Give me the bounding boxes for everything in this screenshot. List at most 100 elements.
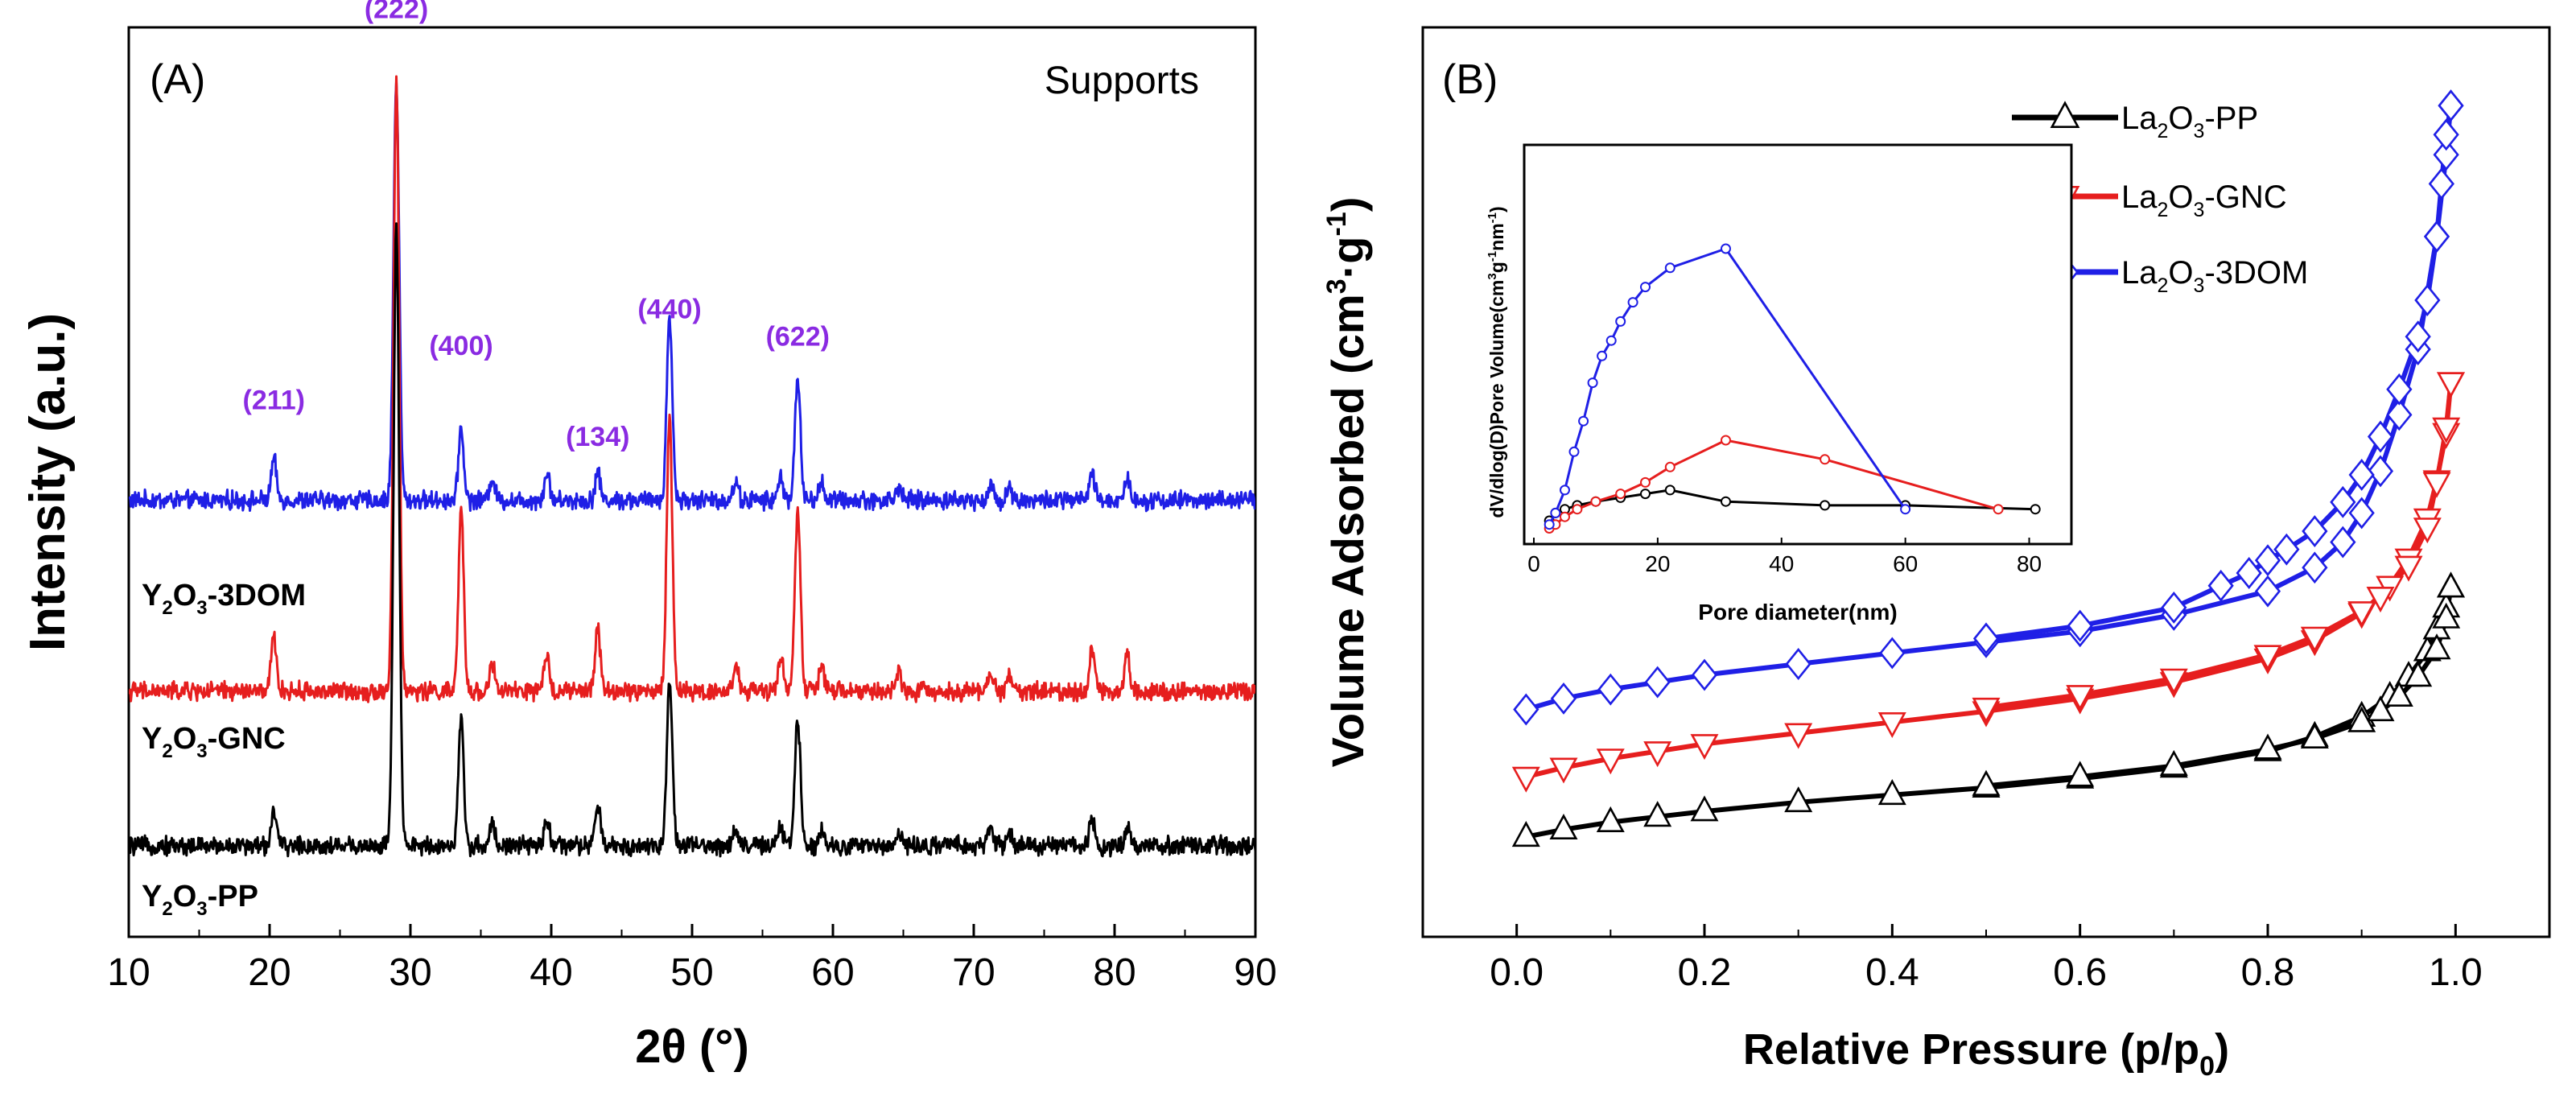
- adsorption-point-la2o3-gnc: [1643, 741, 1672, 768]
- inset-point-la2o3-gnc: [1615, 489, 1626, 500]
- desorption-point-la2o3-3dom: [2367, 420, 2394, 453]
- desorption-point-la2o3-gnc: [2159, 668, 2188, 695]
- inset-point-la2o3-3dom: [1550, 507, 1561, 518]
- panel-a-x-tick-label: 80: [1093, 951, 1136, 994]
- peak-label-134: (134): [566, 422, 629, 452]
- desorption-point-la2o3-gnc: [2394, 555, 2423, 582]
- legend-label-la2o3-3dom: La2O3-3DOM: [2121, 255, 2308, 297]
- inset-point-la2o3-3dom: [1627, 297, 1638, 308]
- desorption-point-la2o3-gnc: [2422, 472, 2451, 498]
- inset-point-la2o3-pp: [1820, 500, 1831, 511]
- panel-b-y-label-tail: ): [1322, 197, 1373, 212]
- desorption-point-la2o3-3dom: [2330, 485, 2356, 518]
- inset-point-la2o3-3dom: [1587, 377, 1598, 389]
- panel-b-x-ticks: 0.0 0.2 0.4 0.6 0.8 1.0: [1422, 924, 2550, 994]
- legend-label-la2o3-gnc: La2O3-GNC: [2121, 179, 2287, 221]
- panel-a-x-tick-label: 10: [107, 951, 150, 994]
- adsorption-point-la2o3-pp: [1596, 806, 1625, 832]
- panel-b-y-label-main: Volume Adsorbed (cm: [1322, 294, 1373, 767]
- adsorption-point-la2o3-3dom: [2433, 138, 2459, 171]
- desorption-line-la2o3-pp: [1985, 587, 2454, 789]
- inset-x-tick-label: 40: [1769, 551, 1794, 576]
- inset-point-la2o3-gnc: [1560, 511, 1570, 522]
- panel-b-x-label-tail: ): [2215, 1025, 2229, 1074]
- desorption-point-la2o3-3dom: [2414, 284, 2441, 316]
- inset-point-la2o3-3dom: [1568, 446, 1580, 457]
- desorption-point-la2o3-3dom: [2161, 592, 2187, 624]
- desorption-point-la2o3-3dom: [2236, 557, 2262, 589]
- desorption-point-la2o3-pp: [2066, 761, 2095, 787]
- inset-y-label-main: dV/dlog(D)Pore Volume(cm: [1486, 280, 1507, 518]
- panel-b-inset: 0 20 40 60 80 Pore diameter(nm) dV/dlog(D)Po…: [1486, 143, 2073, 625]
- panel-a-corner-text: Supports: [1045, 60, 1199, 102]
- inset-y-label-sup2: -1: [1486, 251, 1499, 262]
- panel-b-x-tick-label: 0.4: [1865, 951, 1919, 994]
- panel-a-x-axis-label: 2θ (°): [635, 1021, 749, 1073]
- desorption-point-la2o3-pp: [2432, 602, 2461, 629]
- desorption-point-la2o3-gnc: [2066, 685, 2095, 711]
- panel-b-x-tick-label: 0.8: [2241, 951, 2295, 994]
- peak-label-440: (440): [637, 295, 701, 325]
- desorption-point-la2o3-gnc: [2347, 601, 2376, 628]
- adsorption-point-la2o3-3dom: [1513, 693, 1539, 726]
- series-label-y2o3-gnc: Y2O3-GNC: [142, 722, 286, 762]
- adsorption-point-la2o3-pp: [1549, 813, 1578, 839]
- desorption-point-la2o3-gnc: [2413, 518, 2442, 544]
- inset-point-la2o3-3dom: [1664, 262, 1675, 274]
- adsorption-point-la2o3-3dom: [2348, 497, 2375, 530]
- inset-point-la2o3-3dom: [1560, 485, 1570, 496]
- panel-b-isotherm: (B) 0.0 0.2 0.4 0.6 0.8 1.0 Relative Pressure…: [1321, 26, 2551, 1082]
- inset-point-la2o3-gnc: [1590, 496, 1601, 507]
- peak-label-400: (400): [429, 331, 493, 361]
- panel-a-series-group: [129, 75, 1255, 858]
- xrd-line-y2o3-gnc: [129, 75, 1255, 703]
- inset-point-la2o3-3dom: [1615, 315, 1626, 327]
- panel-b-legend: La2O3-PP La2O3-GNC La2O3-3DOM: [2012, 101, 2308, 297]
- adsorption-point-la2o3-3dom: [2386, 398, 2413, 431]
- panel-a-x-tick-label: 20: [248, 951, 291, 994]
- inset-point-la2o3-gnc: [1664, 461, 1675, 472]
- desorption-point-la2o3-pp: [2253, 733, 2282, 760]
- panel-b-y-axis-label: Volume Adsorbed (cm3·g-1): [1321, 197, 1373, 768]
- adsorption-point-la2o3-3dom: [1691, 658, 1718, 691]
- desorption-point-la2o3-gnc: [2437, 372, 2465, 398]
- legend-marker-la2o3-pp: [2050, 101, 2080, 128]
- inset-point-la2o3-pp: [2030, 504, 2041, 515]
- panel-b-x-tick-label: 0.0: [1490, 951, 1544, 994]
- inset-point-la2o3-gnc: [1640, 476, 1651, 488]
- adsorption-point-la2o3-3dom: [2330, 526, 2356, 559]
- desorption-point-la2o3-gnc: [2432, 417, 2461, 443]
- adsorption-point-la2o3-3dom: [2367, 455, 2394, 488]
- legend-label-la2o3-pp: La2O3-PP: [2121, 101, 2258, 142]
- panel-a-frame: [127, 26, 1257, 938]
- inset-point-la2o3-3dom: [1605, 335, 1617, 346]
- panel-b-x-label-main: Relative Pressure (p/p: [1743, 1025, 2199, 1074]
- adsorption-point-la2o3-gnc: [1596, 748, 1625, 775]
- inset-frame: [1523, 143, 2073, 546]
- inset-point-la2o3-gnc: [1721, 435, 1731, 446]
- desorption-point-la2o3-gnc: [2300, 626, 2329, 653]
- inset-y-label-mid: g: [1486, 262, 1507, 273]
- inset-y-label-mid2: nm: [1486, 223, 1507, 251]
- desorption-point-la2o3-pp: [2404, 661, 2433, 687]
- panel-b-x-axis-label: Relative Pressure (p/p0): [1743, 1025, 2229, 1082]
- inset-y-label-sup1: 3: [1486, 273, 1499, 279]
- inset-point-la2o3-gnc: [1993, 504, 2004, 515]
- panel-b-y-label-sup2: -1: [1321, 212, 1352, 236]
- inset-y-axis-label: dV/dlog(D)Pore Volume(cm3g-1nm-1): [1486, 206, 1507, 518]
- adsorption-point-la2o3-gnc: [1877, 711, 1906, 739]
- panel-a-peak-labels: (211) (222) (400) (134) (440) (622): [243, 0, 830, 452]
- desorption-point-la2o3-gnc: [2253, 645, 2282, 671]
- desorption-point-la2o3-3dom: [2302, 515, 2328, 547]
- inset-point-la2o3-3dom: [1578, 415, 1589, 427]
- desorption-point-la2o3-3dom: [2433, 118, 2459, 151]
- inset-y-label-tail: ): [1486, 206, 1507, 212]
- panel-a-x-tick-label: 50: [670, 951, 713, 994]
- panel-a-x-tick-label: 70: [952, 951, 995, 994]
- desorption-point-la2o3-pp: [1972, 769, 2001, 796]
- desorption-point-la2o3-3dom: [2386, 373, 2413, 406]
- desorption-point-la2o3-3dom: [2207, 569, 2234, 602]
- inset-x-ticks: 0 20 40 60 80: [1527, 538, 2042, 576]
- desorption-point-la2o3-3dom: [2423, 220, 2450, 253]
- desorption-point-la2o3-3dom: [1972, 622, 2000, 655]
